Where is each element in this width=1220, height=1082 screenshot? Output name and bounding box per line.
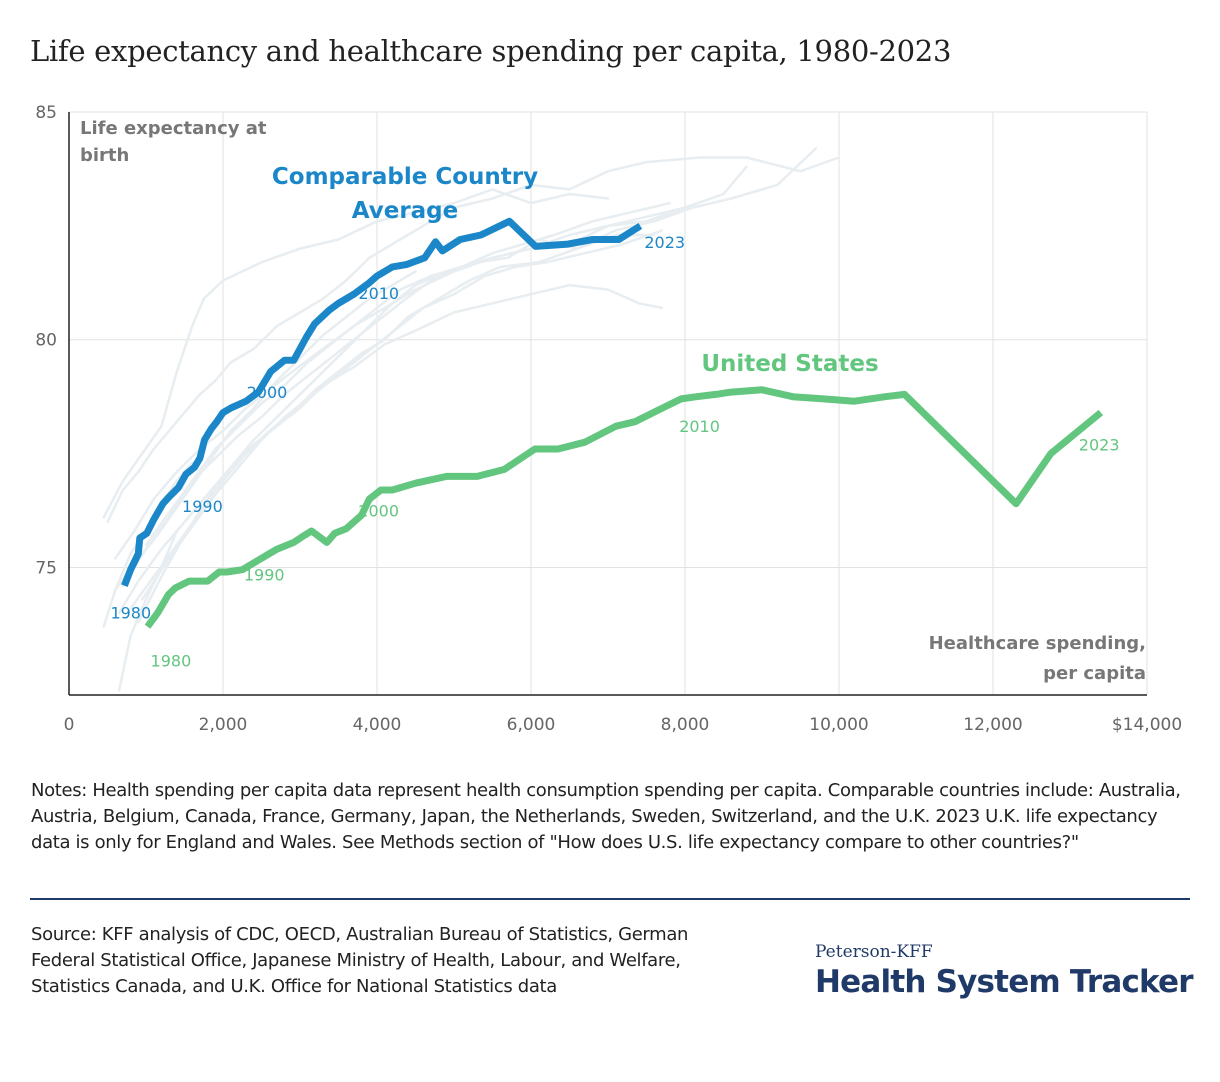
- year-label: 2010: [679, 417, 720, 436]
- background-country-line: [102, 188, 610, 519]
- y-axis-title: Life expectancy at birth: [80, 118, 267, 166]
- background-country-line: [121, 165, 748, 587]
- background-country-line: [144, 201, 671, 546]
- axes: 0 2,000 4,000 6,000 8,000 10,000 12,000 $14,000…: [35, 103, 1182, 735]
- x-axis-title: Healthcare spending, per capita: [929, 633, 1146, 684]
- year-label: 1980: [151, 652, 192, 671]
- x-tick-label: 10,000: [809, 715, 868, 735]
- series-line-comparable-country-average: [121, 217, 643, 587]
- series-annotation-line: Comparable Country: [272, 164, 538, 190]
- x-tick-label: 0: [64, 715, 75, 735]
- y-axis-title-line: Life expectancy at: [80, 118, 267, 139]
- series-lines: [121, 217, 1104, 629]
- x-tick-label: 4,000: [353, 715, 402, 735]
- x-tick-label: 12,000: [963, 715, 1022, 735]
- x-tick-label: 8,000: [661, 715, 710, 735]
- y-axis-title-line: birth: [80, 145, 129, 166]
- year-label: 2023: [1079, 436, 1120, 455]
- year-label: 2023: [644, 233, 685, 252]
- year-label: 1990: [244, 565, 285, 584]
- y-tick-label: 80: [35, 331, 57, 351]
- background-country-line: [117, 529, 179, 692]
- series-annotation-line: Average: [352, 198, 459, 224]
- notes-text: Notes: Health spending per capita data r…: [31, 780, 1181, 853]
- year-label: 2000: [247, 383, 288, 402]
- background-country-line: [129, 147, 818, 610]
- background-country-line: [140, 229, 664, 601]
- year-label: 2000: [358, 501, 399, 520]
- x-tick-label: 2,000: [199, 715, 248, 735]
- series-annotation-comparable-country-average: Comparable Country Average: [272, 164, 538, 224]
- brand-main-text: Health System Tracker: [815, 964, 1194, 1000]
- series-line-united-states: [144, 386, 1104, 629]
- x-axis-title-line: Healthcare spending,: [929, 633, 1146, 654]
- y-tick-label: 85: [35, 103, 57, 123]
- year-label: 1980: [110, 604, 151, 623]
- year-label: 2010: [358, 284, 399, 303]
- background-country-line: [113, 270, 417, 592]
- chart-labels: 1980 1990 2000 2010 2023 1980 1990 2000 2010 2023…: [110, 164, 1119, 671]
- brand-top-text: Peterson-KFF: [815, 942, 933, 962]
- x-tick-label: 6,000: [507, 715, 556, 735]
- line-chart: 0 2,000 4,000 6,000 8,000 10,000 12,000 $14,000…: [35, 103, 1182, 735]
- source-text: Source: KFF analysis of CDC, OECD, Austr…: [31, 924, 689, 997]
- year-label: 1990: [182, 497, 223, 516]
- chart-title: Life expectancy and healthcare spending …: [30, 34, 952, 68]
- x-tick-label: $14,000: [1112, 715, 1182, 735]
- series-annotation-united-states: United States: [701, 351, 878, 377]
- background-country-line: [113, 206, 687, 560]
- x-axis-title-line: per capita: [1043, 663, 1146, 684]
- y-tick-label: 75: [35, 558, 57, 578]
- divider-rule: [30, 898, 1190, 900]
- background-country-line: [106, 156, 841, 524]
- background-country-lines: [102, 147, 841, 692]
